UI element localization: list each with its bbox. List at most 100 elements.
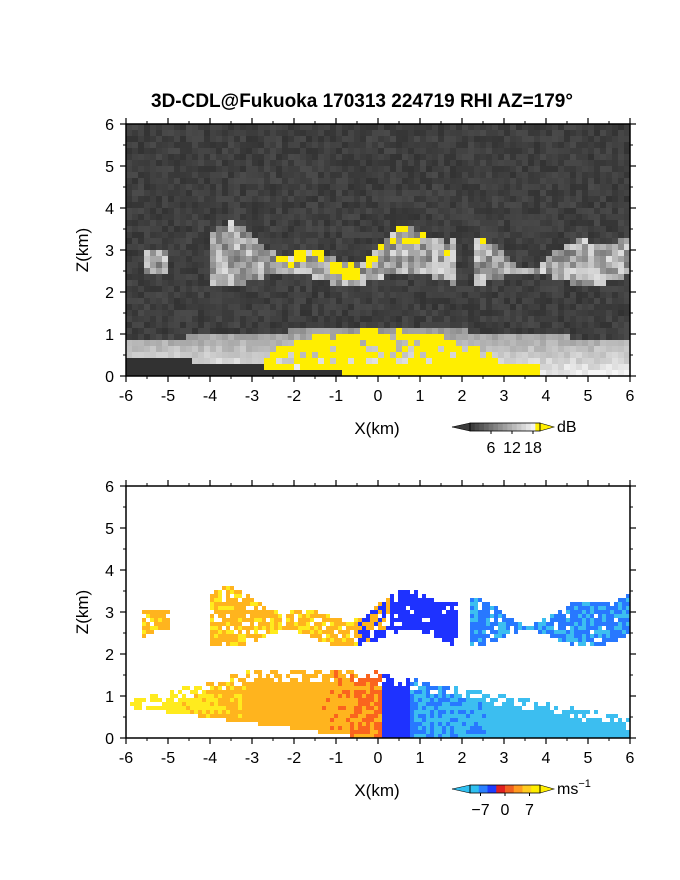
reflectivity-cell	[534, 220, 540, 226]
velocity-cell	[470, 622, 474, 626]
reflectivity-cell	[330, 370, 336, 376]
velocity-cell	[414, 618, 418, 622]
velocity-cell	[490, 606, 494, 610]
velocity-cell	[366, 618, 370, 622]
velocity-cell	[602, 630, 606, 634]
reflectivity-cell	[330, 226, 336, 232]
velocity-cell	[438, 610, 442, 614]
reflectivity-cell	[162, 346, 168, 352]
velocity-cell	[498, 630, 502, 634]
reflectivity-cell	[312, 136, 318, 142]
velocity-cell	[210, 702, 214, 706]
velocity-cell	[346, 682, 350, 686]
reflectivity-cell	[360, 166, 366, 172]
velocity-cell	[346, 638, 350, 642]
reflectivity-cell	[612, 154, 618, 160]
reflectivity-cell	[456, 208, 462, 214]
reflectivity-cell	[462, 280, 468, 286]
reflectivity-cell	[384, 184, 390, 190]
reflectivity-cell	[582, 334, 588, 340]
velocity-cell	[598, 634, 602, 638]
reflectivity-cell	[210, 322, 216, 328]
colorbar-right-arrow	[539, 422, 556, 432]
reflectivity-cell	[576, 346, 582, 352]
velocity-cell	[154, 694, 158, 698]
velocity-cell	[210, 602, 214, 606]
velocity-cell	[166, 698, 170, 702]
velocity-cell	[342, 702, 346, 706]
reflectivity-cell	[318, 142, 324, 148]
reflectivity-cell	[396, 130, 402, 136]
velocity-cell	[394, 610, 398, 614]
reflectivity-cell	[552, 154, 558, 160]
reflectivity-cell	[396, 166, 402, 172]
reflectivity-cell	[402, 232, 408, 238]
reflectivity-cell	[138, 358, 144, 364]
velocity-cell	[214, 634, 218, 638]
reflectivity-cell	[282, 142, 288, 148]
reflectivity-cell	[222, 166, 228, 172]
reflectivity-cell	[150, 190, 156, 196]
reflectivity-cell	[552, 250, 558, 256]
reflectivity-cell	[522, 130, 528, 136]
velocity-cell	[506, 618, 510, 622]
velocity-cell	[390, 690, 394, 694]
reflectivity-cell	[204, 184, 210, 190]
reflectivity-cell	[486, 214, 492, 220]
reflectivity-cell	[330, 160, 336, 166]
reflectivity-cell	[300, 370, 306, 376]
velocity-cell	[582, 602, 586, 606]
reflectivity-cell	[222, 154, 228, 160]
velocity-cell	[158, 614, 162, 618]
reflectivity-cell	[522, 250, 528, 256]
reflectivity-cell	[552, 322, 558, 328]
velocity-cell	[430, 618, 434, 622]
reflectivity-cell	[468, 142, 474, 148]
velocity-cell	[554, 630, 558, 634]
reflectivity-cell	[156, 166, 162, 172]
reflectivity-cell	[198, 178, 204, 184]
reflectivity-cell	[504, 172, 510, 178]
velocity-cell	[226, 682, 230, 686]
reflectivity-cell	[432, 220, 438, 226]
reflectivity-cell	[534, 358, 540, 364]
reflectivity-cell	[606, 232, 612, 238]
reflectivity-cell	[162, 124, 168, 130]
velocity-cell	[446, 686, 450, 690]
reflectivity-cell	[462, 298, 468, 304]
velocity-cell	[378, 610, 382, 614]
reflectivity-cell	[390, 316, 396, 322]
reflectivity-cell	[594, 232, 600, 238]
velocity-cell	[358, 698, 362, 702]
velocity-cell	[282, 698, 286, 702]
reflectivity-cell	[414, 256, 420, 262]
reflectivity-cell	[438, 130, 444, 136]
velocity-cell	[370, 686, 374, 690]
velocity-cell	[286, 702, 290, 706]
velocity-cell	[234, 626, 238, 630]
reflectivity-cell	[204, 220, 210, 226]
reflectivity-cell	[234, 310, 240, 316]
reflectivity-cell	[204, 292, 210, 298]
reflectivity-cell	[342, 250, 348, 256]
reflectivity-cell	[402, 208, 408, 214]
velocity-cell	[394, 698, 398, 702]
velocity-cell	[366, 622, 370, 626]
reflectivity-cell	[432, 280, 438, 286]
reflectivity-cell	[498, 136, 504, 142]
velocity-cell	[358, 618, 362, 622]
reflectivity-cell	[552, 244, 558, 250]
velocity-cell	[326, 638, 330, 642]
reflectivity-cell	[432, 274, 438, 280]
reflectivity-cell	[540, 190, 546, 196]
reflectivity-cell	[144, 136, 150, 142]
reflectivity-cell	[258, 358, 264, 364]
velocity-cell	[242, 614, 246, 618]
reflectivity-cell	[618, 262, 624, 268]
reflectivity-cell	[186, 232, 192, 238]
velocity-cell	[402, 702, 406, 706]
reflectivity-cell	[402, 358, 408, 364]
velocity-cell	[426, 614, 430, 618]
velocity-cell	[250, 634, 254, 638]
reflectivity-cell	[258, 304, 264, 310]
